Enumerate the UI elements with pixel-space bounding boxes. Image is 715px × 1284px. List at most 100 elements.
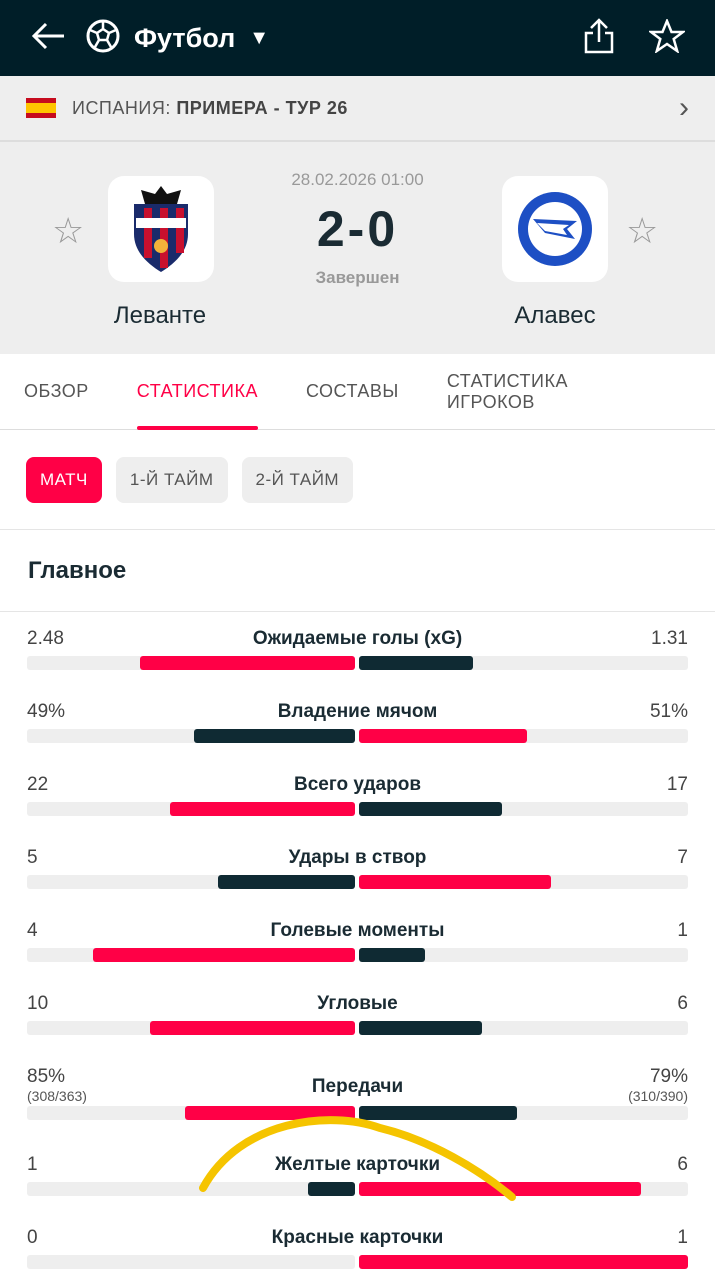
home-value-text: 22 — [27, 774, 49, 795]
away-value: 1 — [677, 920, 688, 942]
stat-row: 10 Угловые 6 — [0, 977, 715, 1050]
away-favorite-star-icon[interactable]: ☆ — [626, 210, 659, 251]
home-bar — [185, 1106, 355, 1120]
home-bar — [140, 656, 355, 670]
match-score: 2-0 — [316, 201, 399, 257]
share-icon[interactable] — [583, 17, 615, 59]
stat-row: 5 Удары в створ 7 — [0, 831, 715, 904]
match-tabs: ОБЗОР СТАТИСТИКА СОСТАВЫ СТАТИСТИКА ИГРОКОВ — [0, 354, 715, 430]
stat-row: 85% (308/363) Передачи 79% (310/390) — [0, 1050, 715, 1138]
period-tab-1[interactable]: 1-Й ТАЙМ — [115, 456, 228, 503]
home-bar-track — [27, 1182, 355, 1196]
stat-label: Передачи — [311, 1076, 404, 1097]
stat-row: 49% Владение мячом 51% — [0, 685, 715, 758]
home-bar — [194, 729, 355, 743]
home-bar — [218, 875, 355, 889]
stat-label: Ожидаемые голы (xG) — [252, 628, 463, 649]
stat-row: 2.48 Ожидаемые голы (xG) 1.31 — [0, 612, 715, 685]
home-bar-track — [27, 875, 355, 889]
away-bar — [359, 1182, 641, 1196]
tab-1[interactable]: СТАТИСТИКА — [136, 354, 259, 430]
away-value: 51% — [650, 701, 688, 723]
tab-2[interactable]: СОСТАВЫ — [305, 381, 399, 401]
home-value: 1 — [27, 1154, 38, 1176]
away-bar-track — [359, 1106, 688, 1120]
home-bar — [308, 1182, 355, 1196]
away-bar-track — [359, 1021, 688, 1035]
away-value: 6 — [677, 1154, 688, 1176]
tab-3[interactable]: СТАТИСТИКА ИГРОКОВ — [446, 370, 568, 412]
away-team-logo[interactable] — [502, 176, 608, 282]
home-value-text: 4 — [27, 920, 38, 941]
away-team-name[interactable]: Алавес — [514, 302, 596, 329]
away-value-text: 1 — [677, 1227, 688, 1248]
top-bar: Футбол ▼ — [0, 0, 715, 76]
home-bar-track — [27, 948, 355, 962]
away-value-text: 51% — [649, 701, 688, 722]
period-tabs: МАТЧ 1-Й ТАЙМ 2-Й ТАЙМ — [0, 430, 715, 530]
match-status: Завершен — [315, 268, 400, 287]
section-title: Главное — [0, 530, 715, 612]
away-bar — [359, 948, 425, 962]
away-value: 1 — [677, 1227, 688, 1249]
away-value-text: 6 — [677, 1154, 688, 1175]
league-name: ПРИМЕРА - ТУР 26 — [176, 97, 348, 118]
away-bar — [359, 802, 503, 816]
home-bar-track — [27, 656, 355, 670]
home-value-text: 49% — [27, 701, 66, 722]
away-bar — [359, 1106, 518, 1120]
stats-list: 2.48 Ожидаемые голы (xG) 1.31 49% Владен… — [0, 612, 715, 1284]
tab-0[interactable]: ОБЗОР — [24, 381, 89, 401]
period-tab-2[interactable]: 2-Й ТАЙМ — [241, 456, 354, 503]
league-row[interactable]: ИСПАНИЯ: ПРИМЕРА - ТУР 26 › — [0, 76, 715, 142]
stat-row: 4 Голевые моменты 1 — [0, 904, 715, 977]
period-tab-0[interactable]: МАТЧ — [26, 456, 102, 503]
match-date: 28.02.2026 01:00 — [291, 170, 424, 189]
away-bar — [359, 729, 527, 743]
dropdown-triangle-icon[interactable]: ▼ — [249, 26, 270, 49]
home-value-text: 85% — [27, 1066, 66, 1087]
stat-label: Желтые карточки — [274, 1154, 441, 1175]
away-value-text: 1 — [677, 920, 688, 941]
home-bar — [169, 802, 355, 816]
home-team-logo[interactable] — [108, 176, 214, 282]
home-bar-track — [27, 729, 355, 743]
home-value-text: 5 — [27, 847, 38, 868]
home-team-name[interactable]: Леванте — [113, 302, 207, 329]
away-bar-track — [359, 948, 688, 962]
chevron-right-icon[interactable]: › — [679, 91, 689, 124]
stat-label: Угловые — [317, 993, 398, 1014]
soccer-ball-icon — [86, 19, 120, 58]
spain-flag-icon — [26, 98, 56, 118]
home-bar-track — [27, 1255, 355, 1269]
away-value: 1.31 — [651, 628, 688, 650]
stat-label: Красные карточки — [271, 1227, 444, 1248]
away-bar-track — [359, 802, 688, 816]
home-value: 49% — [27, 701, 65, 723]
home-value: 0 — [27, 1227, 38, 1249]
away-bar — [359, 656, 473, 670]
away-subvalue: (310/390) — [628, 1088, 688, 1104]
home-bar — [150, 1021, 355, 1035]
league-country: ИСПАНИЯ: — [72, 97, 171, 118]
sport-title[interactable]: Футбол — [134, 22, 236, 53]
away-bar — [359, 1021, 483, 1035]
home-value: 85% (308/363) — [27, 1066, 87, 1104]
home-bar-track — [27, 1106, 355, 1120]
match-header: ☆ Леванте 28.02.2026 01:00 2-0 Завершен … — [0, 142, 715, 354]
away-value-text: 17 — [666, 774, 688, 795]
away-value: 79% (310/390) — [628, 1066, 688, 1104]
star-icon[interactable] — [647, 17, 687, 58]
home-value: 2.48 — [27, 628, 64, 650]
home-value-text: 10 — [27, 993, 49, 1014]
stat-row: 22 Всего ударов 17 — [0, 758, 715, 831]
away-value-text: 6 — [677, 993, 688, 1014]
home-value: 4 — [27, 920, 38, 942]
home-value: 5 — [27, 847, 38, 869]
back-arrow-icon[interactable] — [30, 21, 66, 56]
home-value-text: 2.48 — [27, 628, 64, 649]
home-subvalue: (308/363) — [27, 1088, 87, 1104]
home-value-text: 1 — [27, 1154, 38, 1175]
home-favorite-star-icon[interactable]: ☆ — [52, 210, 85, 251]
away-bar — [359, 875, 551, 889]
